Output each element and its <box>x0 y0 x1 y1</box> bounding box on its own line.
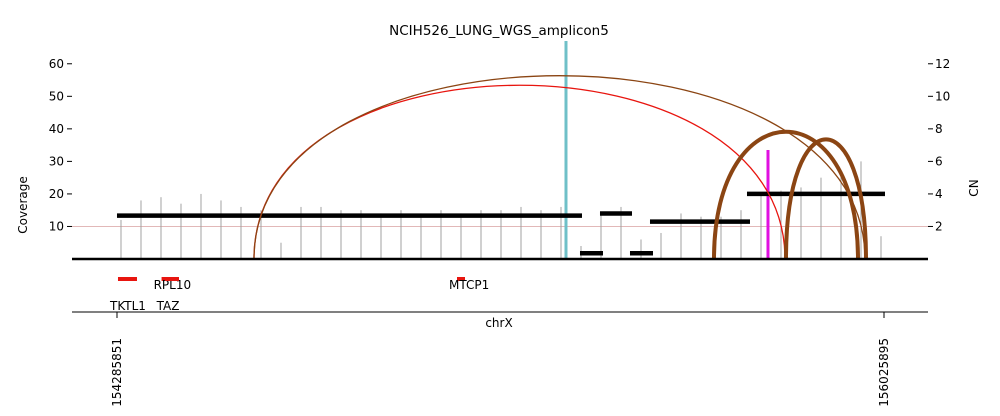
chart-title: NCIH526_LUNG_WGS_amplicon5 <box>389 23 609 39</box>
y2-tick-label: 10 <box>935 89 950 103</box>
breakpoint-arc <box>711 129 860 260</box>
y-tick-label: 60 <box>49 57 64 71</box>
breakpoint-arc <box>253 84 786 260</box>
y-axis-label: Coverage <box>16 176 30 234</box>
gene-label: TAZ <box>156 299 180 313</box>
gene-label: RPL10 <box>154 278 192 292</box>
y-tick-label: 10 <box>49 219 64 233</box>
breakpoint-arc <box>783 137 868 260</box>
gene-label: MTCP1 <box>449 278 489 292</box>
y2-tick-label: 12 <box>935 57 950 71</box>
y2-tick-label: 8 <box>935 122 943 136</box>
y-tick-label: 50 <box>49 89 64 103</box>
x-tick-label: 156025895 <box>877 338 891 407</box>
breakpoint-arc <box>253 75 866 260</box>
y2-axis-label: CN <box>967 179 981 196</box>
y-tick-label: 20 <box>49 187 64 201</box>
y-tick-label: 30 <box>49 154 64 168</box>
x-tick-label: 154285851 <box>110 338 124 407</box>
y-tick-label: 40 <box>49 122 64 136</box>
x-axis-label: chrX <box>485 316 512 330</box>
y2-tick-label: 2 <box>935 219 943 233</box>
y2-tick-label: 6 <box>935 154 943 168</box>
gene-label: TKTL1 <box>109 299 146 313</box>
y2-tick-label: 4 <box>935 187 943 201</box>
